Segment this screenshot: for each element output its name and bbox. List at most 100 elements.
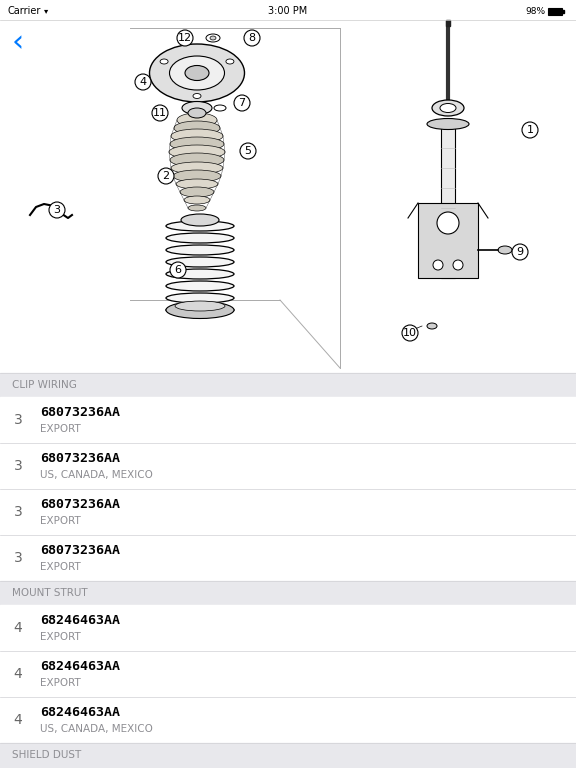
- Circle shape: [158, 168, 174, 184]
- Text: 3:00 PM: 3:00 PM: [268, 6, 308, 16]
- Bar: [0, 443, 576, 489]
- Bar: [0, 743, 576, 767]
- Bar: [441, 126, 455, 278]
- Ellipse shape: [150, 44, 244, 102]
- Ellipse shape: [171, 162, 223, 174]
- Text: 4: 4: [139, 77, 146, 87]
- Ellipse shape: [177, 113, 217, 127]
- Circle shape: [49, 202, 65, 218]
- Text: 3: 3: [14, 551, 22, 565]
- Ellipse shape: [188, 205, 206, 211]
- Circle shape: [152, 105, 168, 121]
- Ellipse shape: [166, 245, 234, 255]
- Text: ▾: ▾: [44, 6, 48, 15]
- Ellipse shape: [166, 269, 234, 279]
- Ellipse shape: [170, 153, 224, 167]
- Circle shape: [177, 30, 193, 46]
- Circle shape: [234, 95, 250, 111]
- Text: 68246463AA: 68246463AA: [40, 614, 120, 627]
- Ellipse shape: [170, 137, 224, 151]
- Ellipse shape: [166, 305, 234, 315]
- Text: CLIP WIRING: CLIP WIRING: [12, 380, 77, 390]
- Circle shape: [244, 30, 260, 46]
- Ellipse shape: [166, 302, 234, 319]
- Ellipse shape: [188, 108, 206, 118]
- Ellipse shape: [166, 221, 234, 231]
- Text: 1: 1: [526, 125, 533, 135]
- Text: 10: 10: [403, 328, 417, 338]
- Circle shape: [522, 122, 538, 138]
- Bar: [0, 489, 576, 535]
- Ellipse shape: [169, 56, 225, 90]
- Text: 7: 7: [238, 98, 245, 108]
- Ellipse shape: [166, 293, 234, 303]
- Ellipse shape: [175, 301, 225, 311]
- Text: 4: 4: [14, 667, 22, 681]
- Text: 4: 4: [14, 621, 22, 635]
- Bar: [549, 9, 561, 14]
- Ellipse shape: [182, 101, 212, 114]
- Ellipse shape: [184, 196, 210, 204]
- Text: EXPORT: EXPORT: [40, 678, 81, 688]
- Text: ‹: ‹: [12, 28, 24, 58]
- Ellipse shape: [498, 246, 512, 254]
- Bar: [446, 20, 450, 26]
- Ellipse shape: [181, 214, 219, 226]
- Text: 8: 8: [248, 33, 256, 43]
- Text: Carrier: Carrier: [8, 6, 41, 16]
- Ellipse shape: [427, 323, 437, 329]
- Ellipse shape: [166, 281, 234, 291]
- Text: 3: 3: [14, 505, 22, 519]
- Text: 5: 5: [244, 146, 252, 156]
- Circle shape: [437, 212, 459, 234]
- Ellipse shape: [176, 179, 218, 189]
- Text: 12: 12: [178, 33, 192, 43]
- Bar: [0, 373, 576, 397]
- Ellipse shape: [173, 170, 221, 182]
- Bar: [0, 0, 576, 20]
- Text: 98%: 98%: [525, 6, 545, 15]
- Ellipse shape: [427, 118, 469, 130]
- Circle shape: [240, 143, 256, 159]
- Text: EXPORT: EXPORT: [40, 562, 81, 572]
- Circle shape: [453, 260, 463, 270]
- Ellipse shape: [166, 257, 234, 267]
- Circle shape: [433, 260, 443, 270]
- Ellipse shape: [206, 34, 220, 42]
- Ellipse shape: [432, 100, 464, 116]
- Text: 2: 2: [162, 171, 169, 181]
- Text: 11: 11: [153, 108, 167, 118]
- Text: 9: 9: [517, 247, 524, 257]
- Bar: [0, 581, 576, 605]
- Text: MOUNT STRUT: MOUNT STRUT: [12, 588, 88, 598]
- Ellipse shape: [226, 59, 234, 64]
- Text: US, CANADA, MEXICO: US, CANADA, MEXICO: [40, 724, 153, 734]
- Ellipse shape: [160, 59, 168, 64]
- Bar: [0, 0, 576, 373]
- Text: 3: 3: [14, 413, 22, 427]
- Ellipse shape: [180, 187, 214, 197]
- Bar: [0, 397, 576, 443]
- Text: 4: 4: [14, 713, 22, 727]
- Text: US, CANADA, MEXICO: US, CANADA, MEXICO: [40, 470, 153, 480]
- Text: SHIELD DUST: SHIELD DUST: [12, 750, 81, 760]
- Bar: [562, 10, 564, 13]
- Ellipse shape: [174, 121, 220, 135]
- Text: 68246463AA: 68246463AA: [40, 660, 120, 674]
- Text: 68246463AA: 68246463AA: [40, 707, 120, 720]
- Ellipse shape: [169, 145, 225, 159]
- Circle shape: [402, 325, 418, 341]
- Bar: [548, 8, 562, 15]
- Text: EXPORT: EXPORT: [40, 632, 81, 642]
- Ellipse shape: [193, 94, 201, 98]
- Ellipse shape: [185, 65, 209, 81]
- Ellipse shape: [214, 105, 226, 111]
- Circle shape: [170, 262, 186, 278]
- Ellipse shape: [166, 233, 234, 243]
- Text: EXPORT: EXPORT: [40, 424, 81, 434]
- Text: EXPORT: EXPORT: [40, 516, 81, 526]
- Ellipse shape: [210, 36, 216, 40]
- Bar: [0, 767, 576, 768]
- Ellipse shape: [440, 104, 456, 112]
- Bar: [418, 203, 478, 278]
